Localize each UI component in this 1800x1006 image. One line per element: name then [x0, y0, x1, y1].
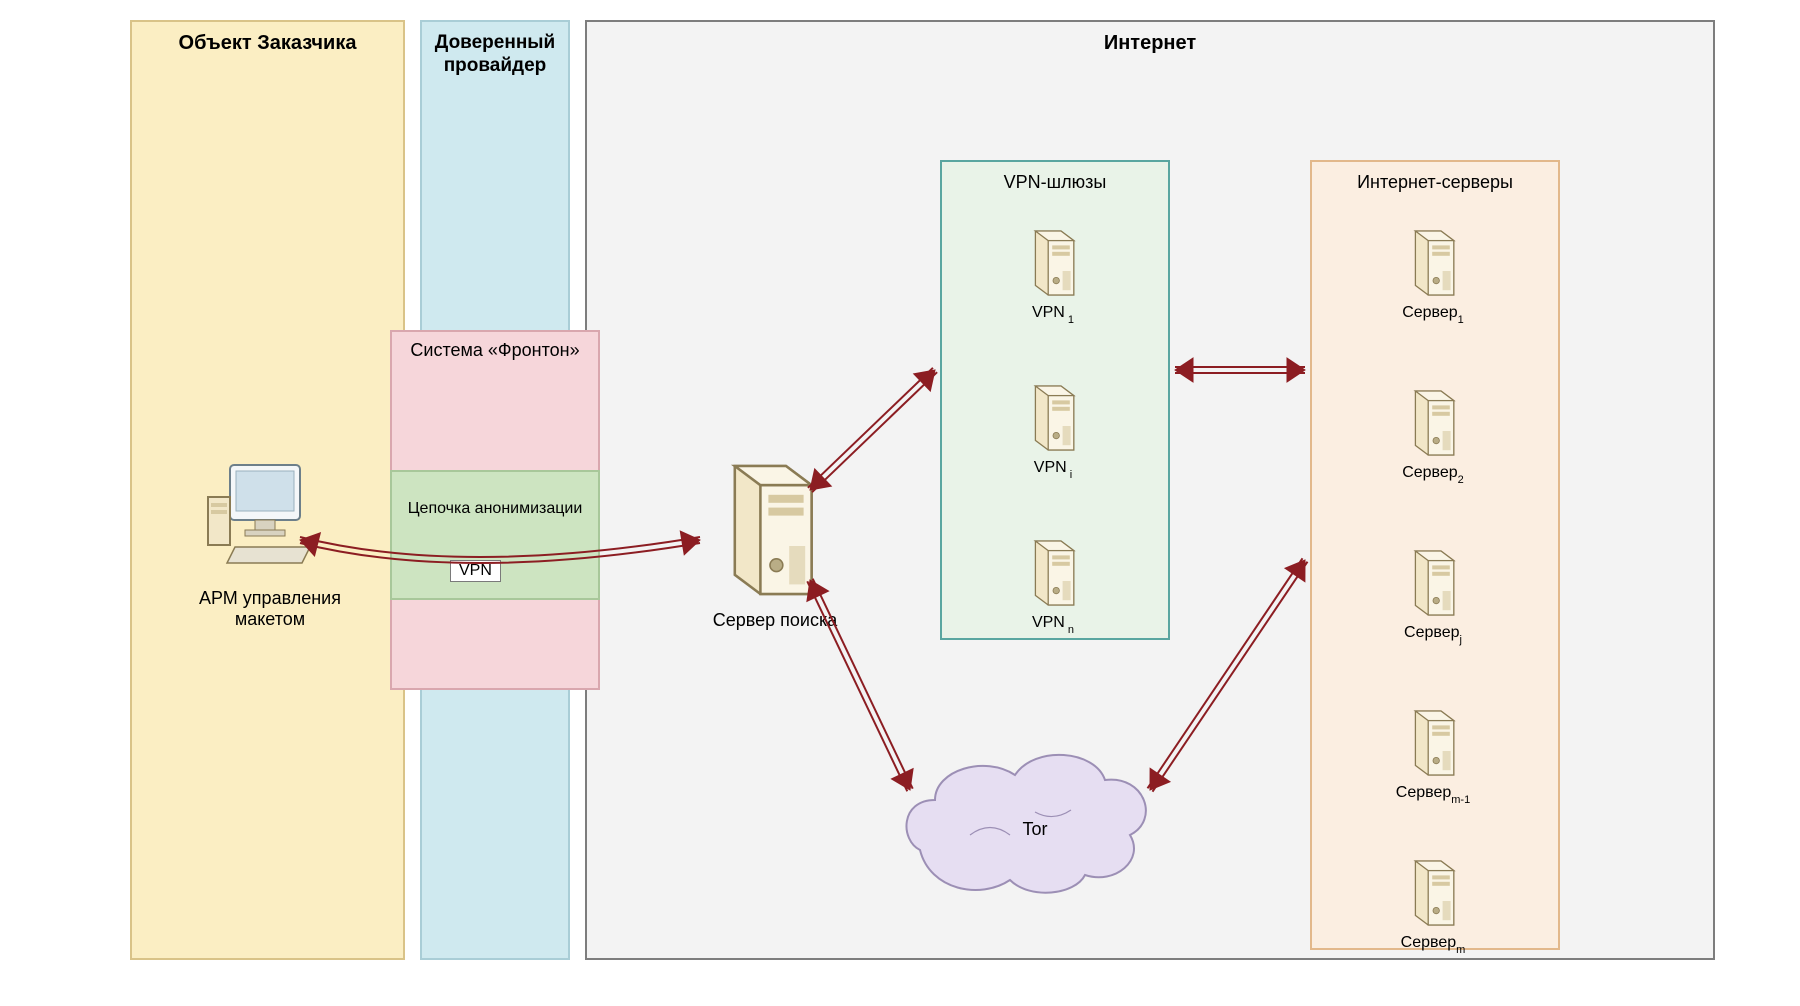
zone-customer-title: Объект Заказчика [132, 32, 403, 55]
zone-provider-title: Доверенный провайдер [422, 32, 568, 78]
search-server-label-text: Сервер поиска [713, 610, 838, 630]
workstation-label: АРМ управления макетом [170, 588, 370, 630]
search-server-label: Сервер поиска [700, 610, 850, 631]
vpn-badge: VPN [450, 560, 501, 582]
workstation-icon [200, 455, 320, 580]
internet-servers-group: Интернет-серверы [1310, 160, 1560, 950]
zone-internet-title: Интернет [587, 32, 1713, 55]
vpn-gateways-group: VPN-шлюзы [940, 160, 1170, 640]
internet-servers-title: Интернет-серверы [1312, 172, 1558, 193]
anon-chain-title: Цепочка анонимизации [392, 500, 598, 518]
vpn-gateways-title: VPN-шлюзы [942, 172, 1168, 193]
fronton-title: Система «Фронтон» [392, 340, 598, 361]
workstation-label-text: АРМ управления макетом [199, 588, 341, 629]
